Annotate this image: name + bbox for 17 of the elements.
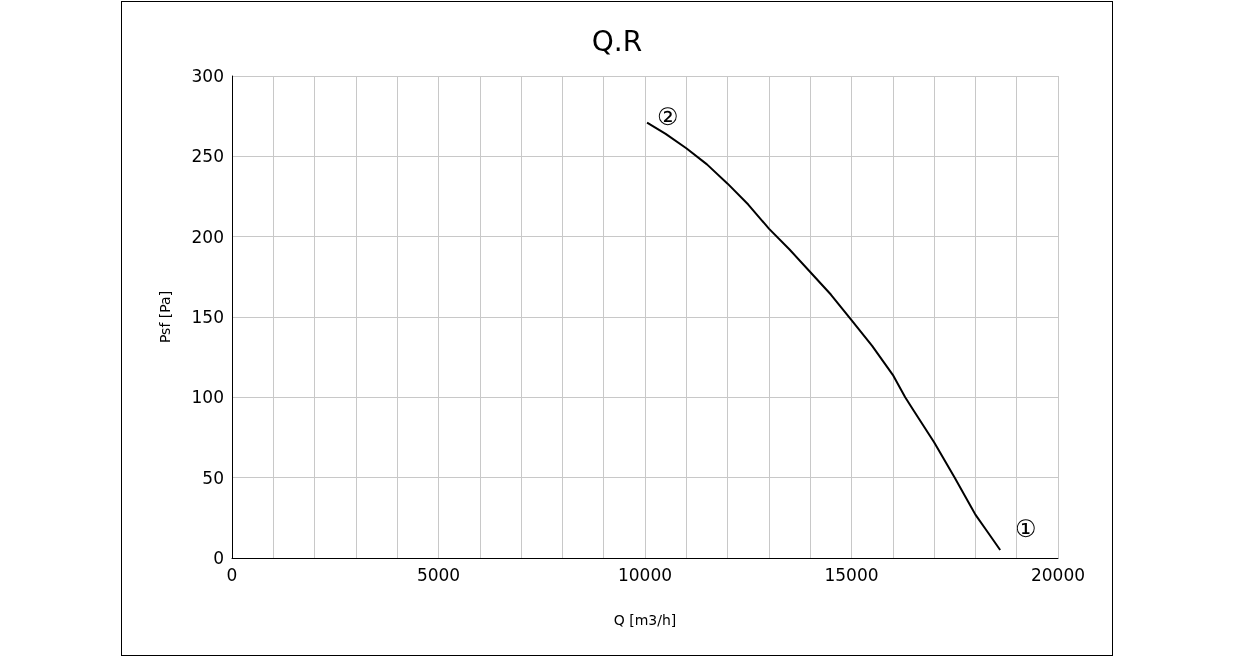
- y-tick-label: 0: [213, 548, 224, 568]
- x-tick-label: 10000: [617, 564, 673, 585]
- y-tick-label: 100: [191, 387, 224, 408]
- y-tick-label: 250: [191, 146, 224, 167]
- y-tick-label: 300: [191, 66, 224, 86]
- x-tick-label: 20000: [1030, 564, 1086, 585]
- x-tick-label: 15000: [824, 564, 879, 585]
- y-tick-label: 50: [202, 467, 224, 488]
- y-axis-title: Psf [Pa]: [157, 290, 173, 344]
- annotation: ②: [657, 103, 679, 131]
- y-tick-label: 150: [191, 307, 224, 327]
- chart-title: Q.R: [591, 24, 643, 58]
- x-axis-title: Q [m3/h]: [613, 612, 677, 628]
- annotation: ①: [1015, 515, 1037, 543]
- x-tick-label: 5000: [416, 564, 461, 585]
- x-tick-label: 0: [226, 564, 238, 585]
- y-tick-label: 200: [191, 226, 224, 247]
